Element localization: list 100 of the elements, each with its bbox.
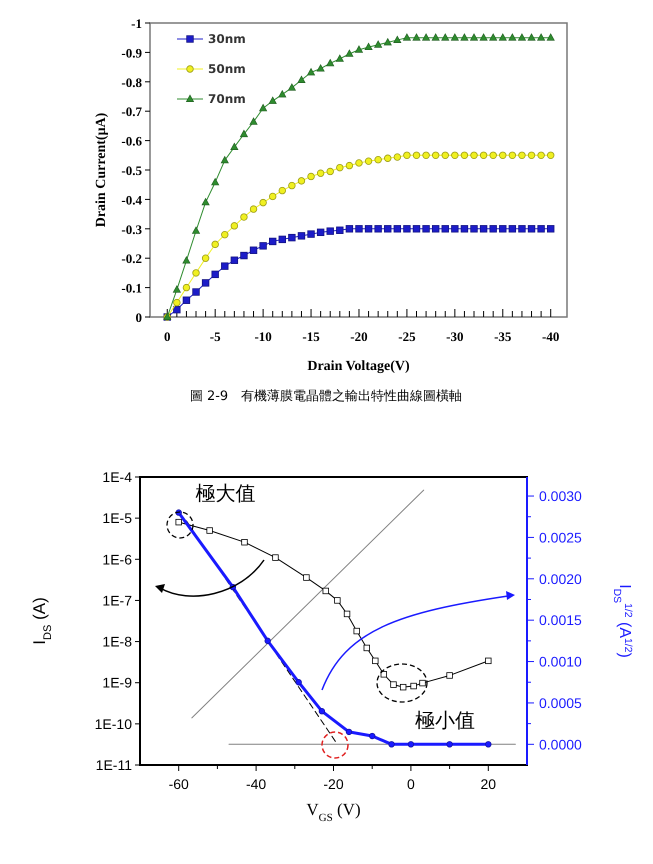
point (346, 162, 354, 170)
point (422, 152, 430, 159)
x-tick-label: 0 (407, 776, 415, 792)
x-tick-label: -30 (446, 329, 464, 344)
x-tick-label: -20 (350, 329, 368, 344)
point (547, 225, 554, 232)
y-tick-label: -0.9 (121, 45, 142, 60)
point (374, 40, 382, 48)
point (400, 684, 406, 690)
x-axis-title: Drain Voltage(V) (307, 359, 410, 374)
point (278, 186, 286, 194)
point (211, 178, 220, 186)
point (518, 152, 526, 159)
point (518, 33, 526, 41)
y2-tick-label: 0.0030 (539, 488, 582, 504)
point (546, 33, 555, 41)
point (250, 118, 258, 125)
legend-label: 30nm (208, 32, 246, 46)
y-tick-label: 0 (136, 310, 142, 325)
point (446, 672, 453, 679)
point (192, 288, 200, 296)
point (240, 252, 248, 260)
point (364, 42, 372, 50)
point (269, 238, 276, 246)
point (192, 269, 200, 277)
point (518, 225, 526, 232)
point (241, 539, 248, 546)
y2-tick-label: 0.0000 (539, 736, 582, 752)
point (394, 225, 402, 232)
legend-label: 70nm (208, 92, 246, 106)
point (489, 225, 497, 232)
point (182, 256, 190, 264)
point (259, 104, 268, 112)
point (394, 153, 402, 161)
y2-tick-label: 0.0025 (539, 529, 582, 546)
point (528, 152, 536, 159)
point (499, 152, 506, 159)
point (336, 226, 344, 234)
point (230, 222, 238, 230)
x-tick-label: -40 (246, 776, 266, 792)
y-tick-label: 1E-7 (102, 592, 132, 608)
point (316, 170, 324, 177)
point (451, 152, 459, 159)
y-tick-label: -0.2 (121, 251, 142, 266)
y-tick-label: -0.5 (121, 163, 142, 178)
point (182, 284, 190, 292)
x-tick-label: -35 (494, 329, 512, 344)
y-tick-label: -0.7 (121, 104, 142, 120)
point (288, 83, 296, 91)
point (355, 225, 363, 232)
point (326, 168, 334, 176)
point (336, 164, 344, 172)
point (432, 152, 440, 159)
point (480, 225, 488, 232)
point (221, 230, 228, 238)
point (250, 205, 258, 213)
point (480, 33, 488, 41)
point (451, 225, 459, 232)
point (326, 59, 334, 66)
point (470, 33, 478, 41)
point (460, 33, 468, 41)
point (402, 33, 411, 41)
x-tick-label: -60 (168, 776, 190, 792)
point (537, 152, 545, 159)
x-tick-label: -25 (398, 329, 416, 344)
point (202, 254, 210, 262)
y-tick-label: 1E-11 (96, 757, 132, 773)
point (537, 33, 546, 41)
point (384, 38, 392, 46)
x-tick-label: -40 (542, 329, 560, 344)
point (480, 152, 488, 159)
point (354, 628, 360, 634)
point (442, 152, 449, 159)
point (259, 242, 267, 250)
y-tick-label: -0.6 (121, 134, 142, 149)
point (403, 152, 411, 159)
point (528, 33, 536, 41)
point (211, 270, 219, 278)
point (202, 279, 210, 287)
point (288, 182, 296, 190)
legend-label: 50nm (208, 62, 246, 76)
point (326, 227, 334, 235)
point (412, 225, 420, 232)
point (173, 306, 181, 314)
point (221, 262, 228, 270)
x-tick-label: 0 (164, 329, 171, 344)
point (442, 225, 449, 232)
y-tick-label: -1 (131, 16, 142, 31)
point (211, 240, 219, 248)
point (364, 157, 372, 165)
point (384, 225, 392, 232)
point (303, 574, 310, 581)
point (412, 33, 420, 41)
point (419, 680, 426, 686)
point (322, 588, 329, 594)
point (537, 225, 545, 232)
point (508, 152, 516, 159)
point (336, 54, 344, 62)
y2-tick-label: 0.0020 (539, 570, 582, 587)
point (307, 68, 315, 76)
